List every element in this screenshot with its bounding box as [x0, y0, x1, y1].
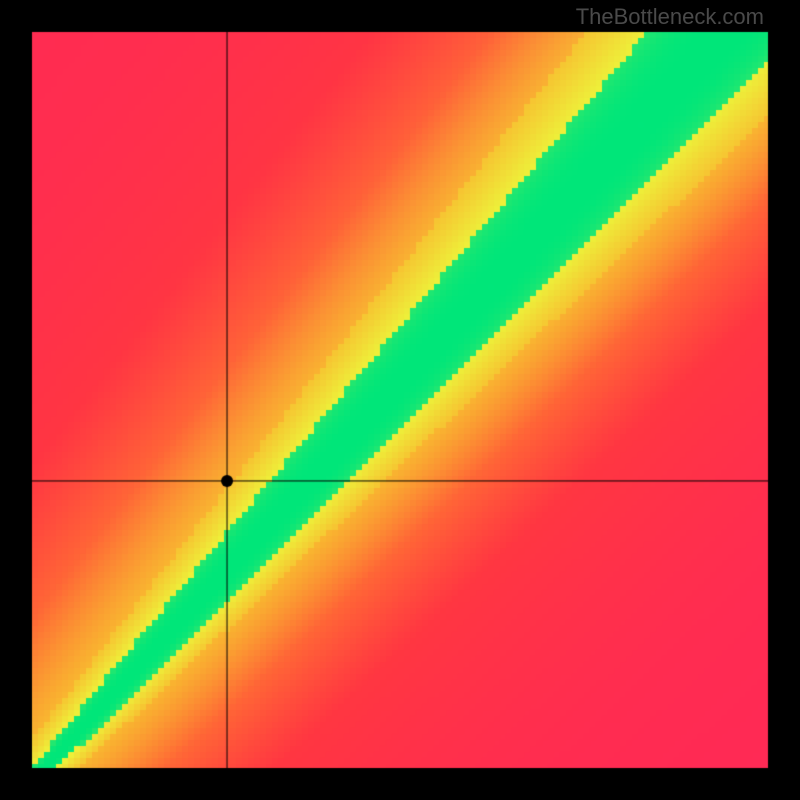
watermark-label: TheBottleneck.com [576, 4, 764, 30]
chart-container: TheBottleneck.com [0, 0, 800, 800]
bottleneck-heatmap [0, 0, 800, 800]
